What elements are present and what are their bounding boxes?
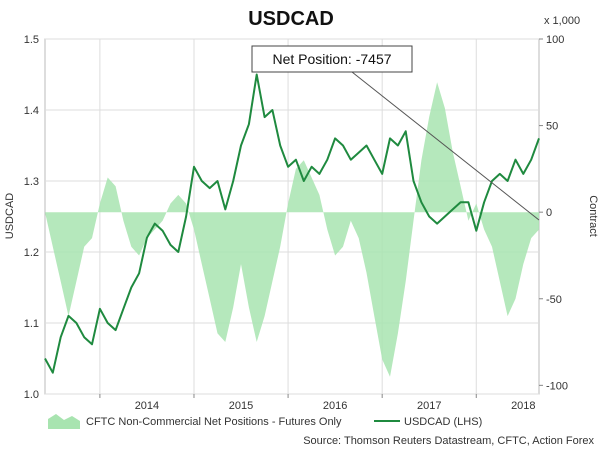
right-axis-title: Contract xyxy=(587,195,599,237)
annotation-text: Net Position: -7457 xyxy=(272,51,391,67)
area-layer xyxy=(45,82,539,377)
right-tick-label: -100 xyxy=(546,380,568,392)
grid-layer xyxy=(45,38,539,395)
usdcad-line xyxy=(44,73,540,374)
left-axis-title: USDCAD xyxy=(4,193,16,240)
x-tick-label: 2015 xyxy=(229,400,253,412)
right-tick-label: 100 xyxy=(546,34,564,46)
legend-area-label: CFTC Non-Commercial Net Positions - Futu… xyxy=(86,416,342,428)
line-layer xyxy=(44,73,540,374)
right-tick-label: 50 xyxy=(546,121,558,133)
annotation-box xyxy=(251,45,413,73)
right-tick-label: -50 xyxy=(546,294,562,306)
left-tick-label: 1.5 xyxy=(24,34,39,46)
plot-area xyxy=(44,38,540,395)
left-tick-label: 1.0 xyxy=(24,389,39,401)
left-tick-label: 1.4 xyxy=(24,105,39,117)
right-tick-label: 0 xyxy=(546,207,552,219)
x-tick-label: 2014 xyxy=(135,400,159,412)
legend-line-label: USDCAD (LHS) xyxy=(404,416,482,428)
left-axis-ticks: 1.0 1.1 1.2 1.3 1.4 1.5 xyxy=(24,34,39,401)
net-position-area xyxy=(45,82,539,377)
chart-title: USDCAD xyxy=(248,8,334,30)
x-tick-label: 2016 xyxy=(323,400,347,412)
left-tick-label: 1.3 xyxy=(24,176,39,188)
x-tick-label: 2017 xyxy=(417,400,441,412)
right-axis-unit: x 1,000 xyxy=(544,15,580,27)
left-tick-label: 1.2 xyxy=(24,247,39,259)
legend: CFTC Non-Commercial Net Positions - Futu… xyxy=(48,414,482,429)
left-tick-label: 1.1 xyxy=(24,318,39,330)
annotation-leader-line xyxy=(351,71,540,221)
legend-area-shape xyxy=(48,414,80,429)
right-axis-ticks: 100 50 0 -50 -100 xyxy=(539,34,568,392)
x-axis-ticks: 2014 2015 2016 2017 2018 xyxy=(99,394,536,412)
legend-area-swatch xyxy=(48,414,80,429)
source-note: Source: Thomson Reuters Datastream, CFTC… xyxy=(303,435,594,447)
x-tick-label: 2018 xyxy=(511,400,535,412)
